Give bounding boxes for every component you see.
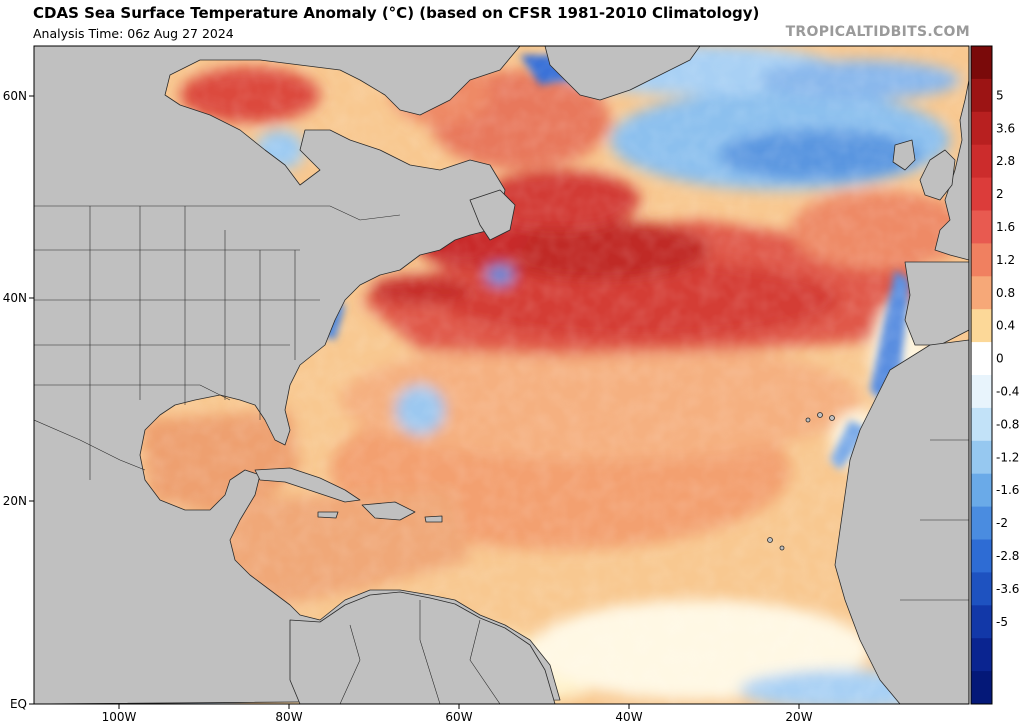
colorbar-swatch (971, 276, 992, 310)
colorbar-tick-label: 1.2 (996, 253, 1015, 267)
colorbar: 5 3.6 2.8 2 1.6 1.2 0.8 0.4 0 -0.4 -0.8 -1.2 -1.6 -2 -… (970, 45, 1019, 705)
colorbar-frame (970, 45, 993, 705)
colorbar-swatch (971, 210, 992, 244)
lon-label-60w: 60W (445, 710, 472, 724)
lon-label-40w: 40W (615, 710, 642, 724)
colorbar-tick-label: -1.6 (996, 483, 1019, 497)
colorbar-tick-label: 3.6 (996, 121, 1015, 135)
colorbar-swatch (971, 539, 992, 573)
colorbar-swatch (971, 243, 992, 277)
lat-label-40n: 40N (3, 291, 27, 305)
lat-label-20n: 20N (3, 494, 27, 508)
longitude-axis: 100W 80W 60W 40W 20W (102, 704, 813, 724)
lon-label-80w: 80W (275, 710, 302, 724)
lon-label-20w: 20W (785, 710, 812, 724)
chart-title: CDAS Sea Surface Temperature Anomaly (°C… (33, 4, 760, 22)
colorbar-tick-label: -2.8 (996, 549, 1019, 563)
colorbar-swatch (971, 671, 992, 705)
colorbar-tick-label: -3.6 (996, 582, 1019, 596)
lon-label-100w: 100W (102, 710, 137, 724)
colorbar-swatch (971, 572, 992, 606)
colorbar-swatch (971, 78, 992, 113)
colorbar-swatch (971, 309, 992, 343)
ocean-anomaly-field (34, 46, 969, 704)
source-watermark: TROPICALTIDBITS.COM (785, 24, 970, 40)
colorbar-tick-label: 0.4 (996, 319, 1015, 333)
lat-label-eq: EQ (10, 697, 27, 711)
colorbar-swatch (971, 440, 992, 475)
colorbar-tick-label: 1.6 (996, 220, 1015, 234)
colorbar-tick-label: 0.8 (996, 286, 1015, 300)
colorbar-swatch (971, 638, 992, 672)
colorbar-tick-label: -1.2 (996, 450, 1019, 464)
colorbar-tick-label: -0.4 (996, 384, 1019, 398)
colorbar-tick-label: 2 (996, 187, 1004, 201)
colorbar-swatch (971, 46, 992, 80)
colorbar-swatch (971, 605, 992, 639)
colorbar-swatch (971, 342, 992, 376)
colorbar-swatch (971, 506, 992, 540)
colorbar-tick-label: -0.8 (996, 417, 1019, 431)
colorbar-swatch (971, 473, 992, 508)
political-borders (34, 205, 969, 704)
latitude-axis: 60N 40N 20N EQ (3, 89, 34, 711)
analysis-time: Analysis Time: 06z Aug 27 2024 (33, 26, 234, 41)
lat-label-60n: 60N (3, 89, 27, 103)
map-frame (33, 45, 970, 705)
colorbar-swatch (971, 144, 992, 179)
colorbar-tick-label: 5 (996, 88, 1004, 102)
colorbar-swatch (971, 177, 992, 211)
colorbar-tick-label: -5 (996, 615, 1008, 629)
colorbar-swatch (971, 407, 992, 442)
colorbar-swatch (971, 375, 992, 409)
colorbar-tick-label: 2.8 (996, 154, 1015, 168)
colorbar-tick-label: 0 (996, 352, 1004, 366)
colorbar-tick-label: -2 (996, 516, 1008, 530)
colorbar-swatch (971, 111, 992, 146)
